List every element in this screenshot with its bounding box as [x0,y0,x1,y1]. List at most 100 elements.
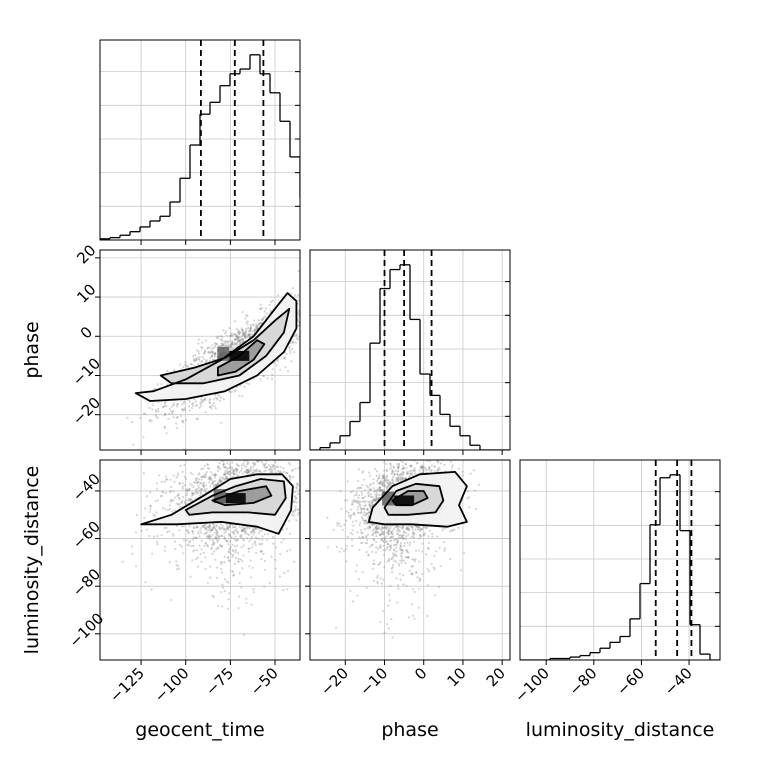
sample-point [236,331,239,334]
sample-point [209,356,212,359]
sample-point [168,507,171,511]
sample-point [135,565,138,568]
sample-point [304,334,306,336]
sample-point [394,469,397,472]
sample-point [259,529,262,533]
sample-point [241,329,244,332]
sample-point [226,344,229,347]
sample-point [202,475,205,478]
sample-point [243,527,246,530]
sample-point [274,461,277,464]
sample-point [202,398,205,402]
sample-point [366,486,370,489]
sample-point [228,559,231,563]
sample-point [279,553,282,556]
sample-point [175,563,178,567]
sample-point [228,592,231,595]
sample-point [250,546,254,549]
sample-point [253,462,256,465]
sample-point [236,457,238,459]
sample-point [255,327,258,330]
sample-point [212,543,215,546]
sample-point [286,370,290,373]
sample-point [374,493,377,496]
sample-point [220,563,223,566]
sample-point [381,527,384,530]
sample-point [397,477,400,480]
sample-point [221,342,224,346]
sample-point [242,544,245,547]
sample-point [301,532,303,534]
sample-point [204,350,207,353]
sample-point [258,470,261,473]
sample-point [207,350,210,354]
sample-point [240,529,243,532]
sample-point [265,466,269,469]
sample-point [222,344,225,347]
sample-point [184,408,187,412]
sample-point [215,483,218,487]
sample-point [194,488,197,491]
histogram [310,264,510,450]
sample-point [472,469,475,472]
sample-point [168,530,171,533]
sample-point [216,546,219,549]
sample-point [238,331,241,334]
sample-point [212,480,215,483]
sample-point [215,566,219,569]
sample-point [400,549,404,552]
sample-point [225,476,228,479]
sample-point [244,466,247,469]
sample-point [259,322,262,325]
sample-point [229,540,232,543]
sample-point [235,335,238,338]
sample-point [204,542,207,545]
sample-point [244,532,247,535]
sample-point [216,481,220,484]
sample-point [240,327,243,330]
sample-point [148,534,151,538]
sample-point [169,486,172,489]
sample-point [238,339,241,342]
sample-point [172,404,175,407]
sample-point [242,462,245,465]
sample-point [208,538,211,541]
sample-point [297,324,300,327]
sample-point [260,557,263,561]
sample-point [382,475,385,479]
sample-point [163,527,166,530]
sample-point [142,472,145,475]
sample-point [206,463,209,466]
sample-point [238,526,241,529]
sample-point [209,525,212,528]
sample-point [302,467,304,469]
sample-point [235,468,238,471]
sample-point [217,538,220,541]
sample-point [241,328,244,331]
sample-point [149,491,152,494]
sample-point [180,414,183,418]
sample-point [214,352,217,355]
sample-point [231,549,234,552]
sample-point [248,526,251,530]
sample-point [264,307,267,310]
sample-point [246,471,249,474]
sample-point [182,401,186,405]
histogram [100,54,300,240]
sample-point [173,496,177,499]
sample-point [327,469,329,471]
sample-point [187,531,190,535]
sample-point [285,471,288,474]
sample-point [261,374,264,377]
sample-point [219,479,222,482]
sample-point [321,317,323,319]
sample-point [196,526,199,529]
sample-point [220,342,223,345]
sample-point [241,337,244,341]
sample-point [231,342,234,345]
sample-point [243,529,246,532]
sample-point [414,558,417,561]
sample-point [227,526,230,529]
sample-point [241,337,244,341]
sample-point [210,478,213,481]
